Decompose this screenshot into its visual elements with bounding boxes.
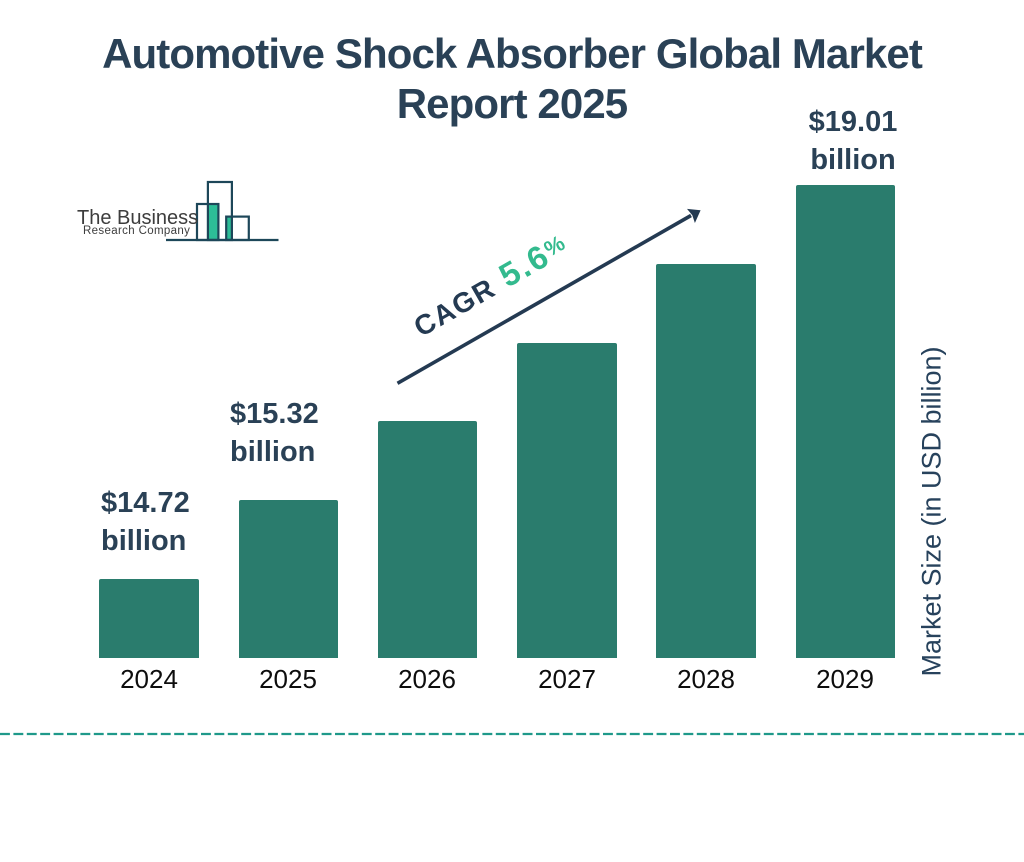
svg-text:The Business: The Business	[77, 207, 198, 229]
svg-text:Research Company: Research Company	[83, 225, 190, 237]
svg-text:CAGR 5.6%: CAGR 5.6%	[406, 227, 573, 344]
